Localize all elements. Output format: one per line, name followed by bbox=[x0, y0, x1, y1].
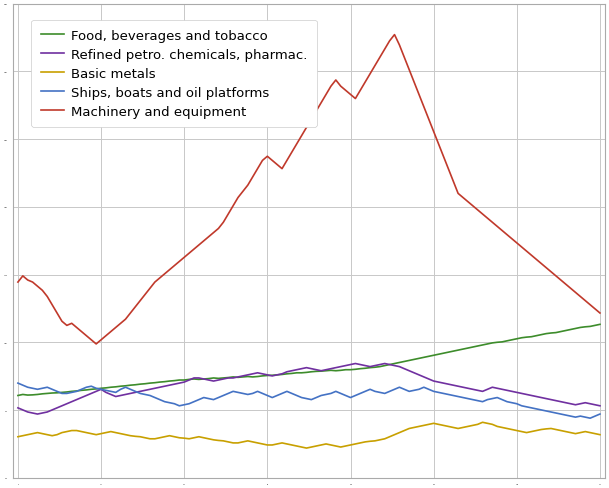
Ships, boats and oil platforms bbox=[596, 411, 604, 417]
Refined petro. chemicals, pharmac. bbox=[14, 405, 21, 411]
Ships, boats and oil platforms bbox=[14, 381, 21, 386]
Refined petro. chemicals, pharmac. bbox=[175, 381, 183, 386]
Machinery and equipment bbox=[175, 259, 183, 265]
Refined petro. chemicals, pharmac. bbox=[425, 376, 432, 382]
Line: Ships, boats and oil platforms: Ships, boats and oil platforms bbox=[18, 384, 600, 418]
Ships, boats and oil platforms bbox=[171, 401, 178, 407]
Basic metals bbox=[586, 430, 594, 436]
Machinery and equipment bbox=[93, 341, 100, 347]
Basic metals bbox=[303, 445, 310, 451]
Machinery and equipment bbox=[391, 33, 398, 39]
Food, beverages and tobacco bbox=[171, 378, 178, 384]
Basic metals bbox=[136, 434, 144, 440]
Legend: Food, beverages and tobacco, Refined petro. chemicals, pharmac., Basic metals, S: Food, beverages and tobacco, Refined pet… bbox=[32, 20, 317, 128]
Ships, boats and oil platforms bbox=[337, 391, 344, 397]
Machinery and equipment bbox=[141, 292, 149, 298]
Line: Refined petro. chemicals, pharmac.: Refined petro. chemicals, pharmac. bbox=[18, 364, 600, 414]
Machinery and equipment bbox=[14, 280, 21, 285]
Machinery and equipment bbox=[342, 88, 350, 94]
Machinery and equipment bbox=[586, 302, 594, 308]
Food, beverages and tobacco bbox=[577, 325, 584, 331]
Refined petro. chemicals, pharmac. bbox=[586, 401, 594, 407]
Food, beverages and tobacco bbox=[596, 322, 604, 327]
Refined petro. chemicals, pharmac. bbox=[34, 411, 41, 417]
Food, beverages and tobacco bbox=[415, 356, 423, 362]
Food, beverages and tobacco bbox=[14, 393, 21, 399]
Ships, boats and oil platforms bbox=[415, 386, 423, 392]
Basic metals bbox=[342, 443, 350, 449]
Machinery and equipment bbox=[484, 216, 491, 222]
Food, beverages and tobacco bbox=[474, 344, 481, 349]
Refined petro. chemicals, pharmac. bbox=[484, 386, 491, 392]
Ships, boats and oil platforms bbox=[586, 415, 594, 421]
Food, beverages and tobacco bbox=[337, 367, 344, 373]
Basic metals bbox=[479, 420, 486, 426]
Refined petro. chemicals, pharmac. bbox=[596, 403, 604, 409]
Line: Machinery and equipment: Machinery and equipment bbox=[18, 36, 600, 344]
Line: Food, beverages and tobacco: Food, beverages and tobacco bbox=[18, 325, 600, 396]
Basic metals bbox=[14, 434, 21, 440]
Basic metals bbox=[484, 421, 491, 427]
Basic metals bbox=[420, 423, 428, 428]
Basic metals bbox=[171, 434, 178, 440]
Machinery and equipment bbox=[425, 117, 432, 123]
Refined petro. chemicals, pharmac. bbox=[342, 363, 350, 369]
Refined petro. chemicals, pharmac. bbox=[352, 361, 359, 366]
Ships, boats and oil platforms bbox=[136, 391, 144, 397]
Food, beverages and tobacco bbox=[136, 382, 144, 387]
Line: Basic metals: Basic metals bbox=[18, 423, 600, 448]
Ships, boats and oil platforms bbox=[577, 413, 584, 419]
Ships, boats and oil platforms bbox=[474, 398, 481, 404]
Refined petro. chemicals, pharmac. bbox=[141, 387, 149, 393]
Basic metals bbox=[596, 432, 604, 438]
Machinery and equipment bbox=[596, 310, 604, 316]
